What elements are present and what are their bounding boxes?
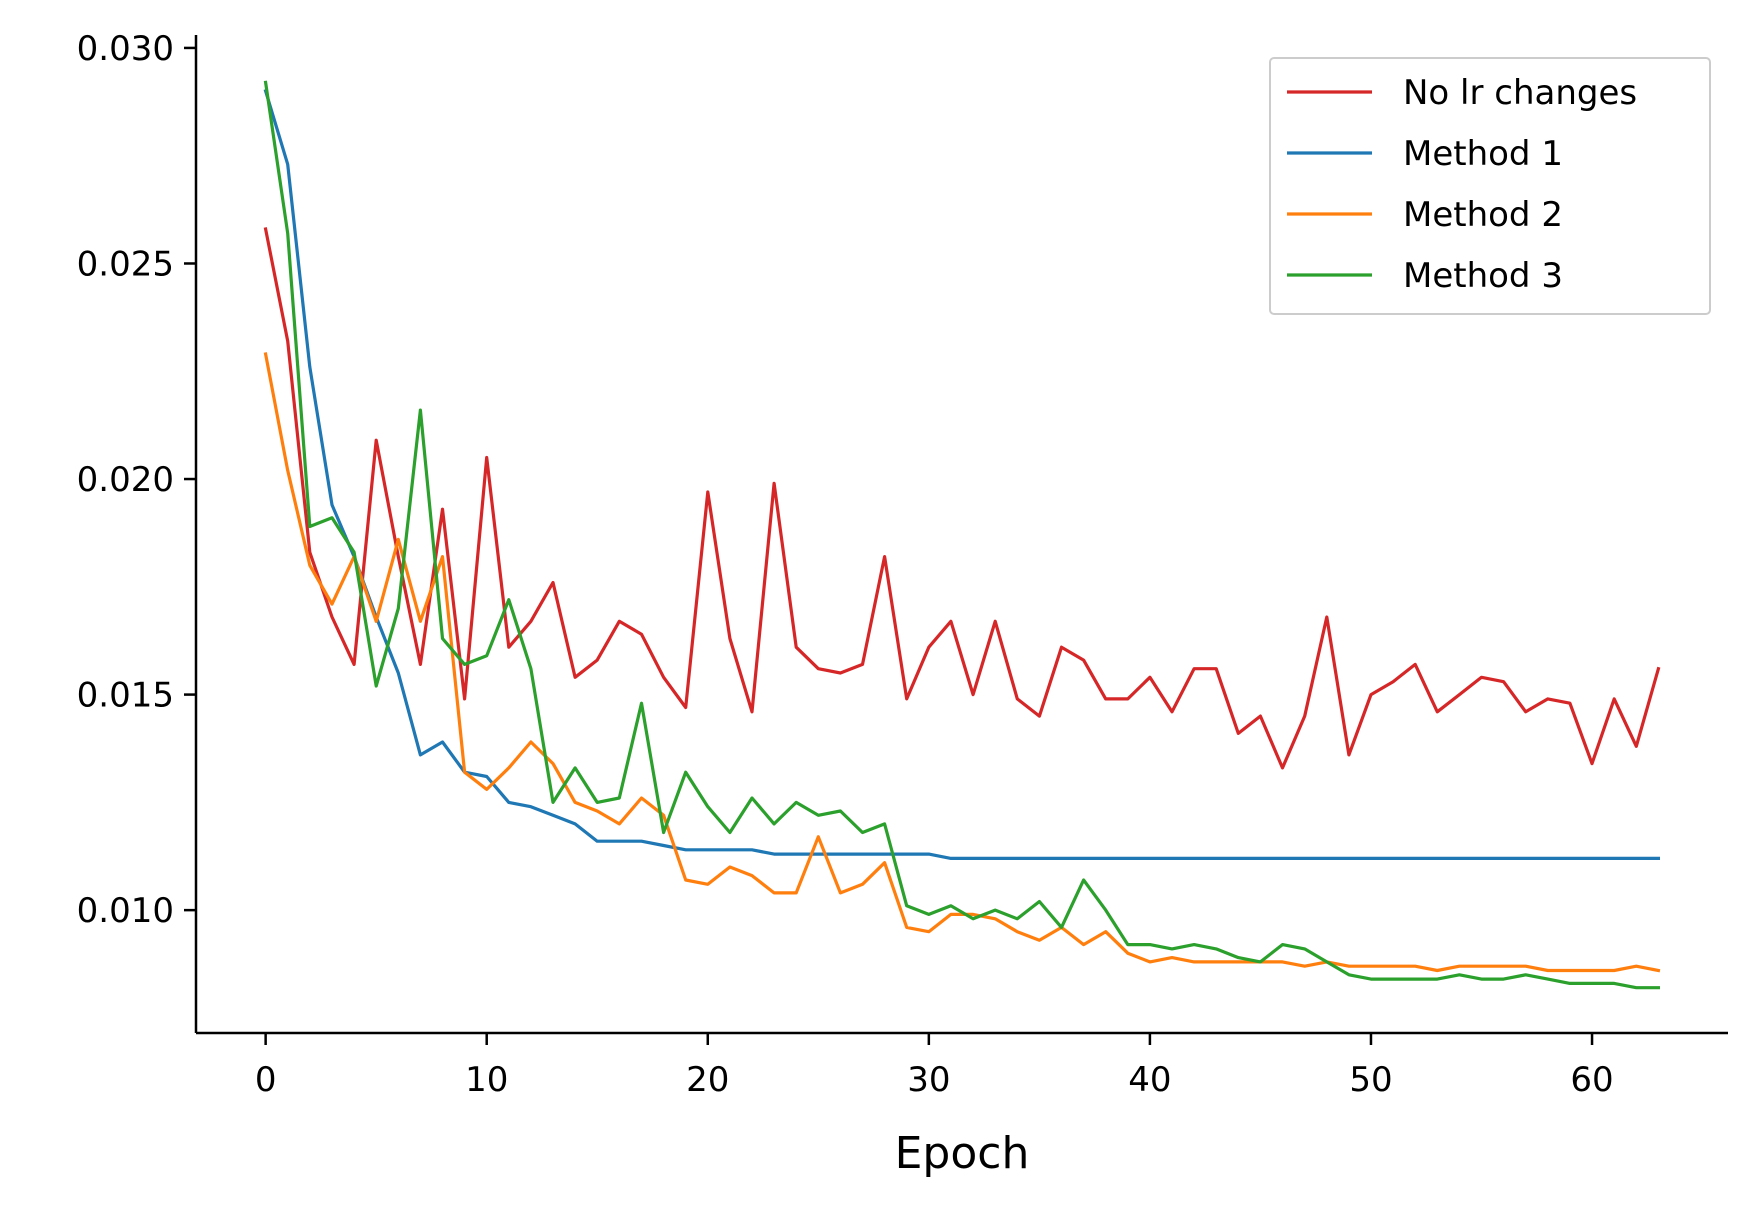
x-tick-label: 60 (1570, 1060, 1613, 1100)
axes (194, 35, 1728, 1035)
series-line-2 (263, 89, 1661, 861)
x-tick-label: 0 (255, 1060, 277, 1100)
series-line-3 (263, 352, 1661, 973)
series-layer (263, 80, 1661, 990)
x-tick-label: 20 (686, 1060, 729, 1100)
legend-label-1: No lr changes (1403, 73, 1637, 113)
y-tick-label: 0.010 (77, 891, 174, 931)
y-tick-label: 0.020 (77, 460, 174, 500)
x-axis-label: Epoch (895, 1128, 1030, 1179)
legend-label-2: Method 1 (1403, 134, 1563, 174)
y-tick-label: 0.025 (77, 244, 174, 284)
x-tick-label: 30 (907, 1060, 950, 1100)
series-line-4 (263, 80, 1661, 990)
x-tick-label: 40 (1128, 1060, 1171, 1100)
y-tick-label: 0.015 (77, 676, 174, 716)
series-line-1 (263, 227, 1661, 770)
x-tick-label: 10 (465, 1060, 508, 1100)
y-ticks: 0.010 0.015 0.020 0.025 0.030 (77, 29, 196, 931)
y-tick-label: 0.030 (77, 29, 174, 69)
x-ticks: 0 10 20 30 40 50 60 (255, 1033, 1614, 1100)
legend-items: No lr changes Method 1 Method 2 Method 3 (1287, 73, 1637, 296)
legend-box (1269, 57, 1711, 315)
legend-label-3: Method 2 (1403, 195, 1563, 235)
legend-label-4: Method 3 (1403, 256, 1563, 296)
legend: No lr changes Method 1 Method 2 Method 3 (1269, 57, 1711, 315)
x-tick-label: 50 (1349, 1060, 1392, 1100)
